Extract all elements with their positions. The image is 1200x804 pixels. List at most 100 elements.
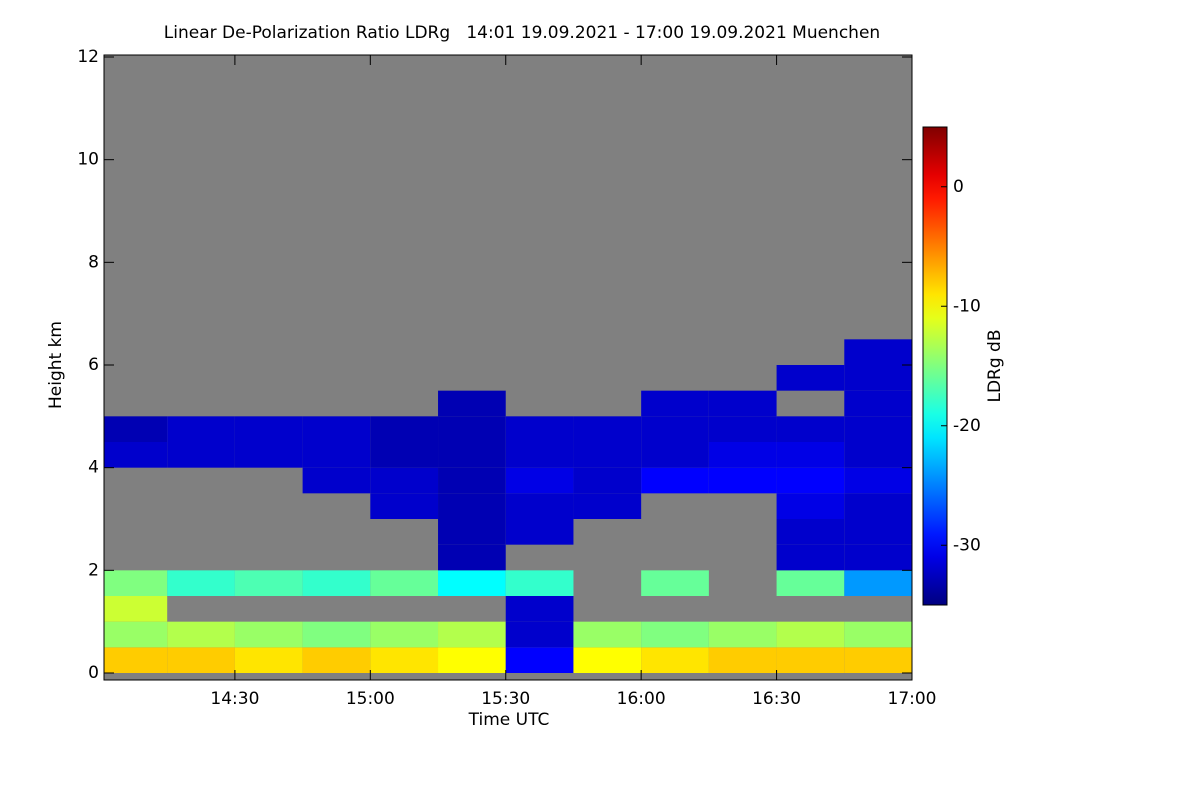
heatmap-cell	[438, 621, 506, 648]
heatmap-cell	[844, 647, 912, 673]
x-tick-label: 16:00	[617, 689, 666, 709]
heatmap-cell	[708, 621, 777, 648]
heatmap-cell	[573, 621, 642, 648]
heatmap-cell	[370, 493, 439, 519]
heatmap-cell	[167, 570, 235, 596]
y-axis-label: Height km	[46, 321, 66, 409]
colorbar-tick-label: -30	[953, 535, 981, 555]
heatmap-cell	[302, 442, 371, 468]
heatmap-cell	[776, 647, 845, 673]
heatmap-cell	[370, 570, 439, 596]
heatmap-cell	[302, 416, 371, 442]
heatmap-cell	[505, 596, 574, 622]
heatmap-cell	[438, 390, 506, 417]
heatmap-cell	[505, 647, 574, 673]
heatmap-cell	[844, 621, 912, 648]
heatmap-cell	[505, 442, 574, 468]
y-tick-label: 6	[88, 355, 99, 375]
heatmap-cell	[708, 390, 777, 417]
heatmap-cell	[844, 544, 912, 571]
heatmap-cell	[234, 416, 303, 442]
colorbar-tick-label: -20	[953, 416, 981, 436]
colorbar	[922, 126, 948, 606]
y-tick-label: 0	[88, 663, 99, 683]
heatmap-cell	[438, 647, 506, 673]
heatmap-cell	[104, 442, 168, 468]
heatmap-cell	[438, 493, 506, 519]
heatmap-cell	[438, 416, 506, 442]
heatmap-cell	[167, 621, 235, 648]
colorbar-label: LDRg dB	[985, 329, 1005, 402]
heatmap-cell	[573, 416, 642, 442]
x-tick-label: 16:30	[752, 689, 801, 709]
heatmap-cell	[438, 467, 506, 494]
heatmap-cell	[104, 570, 168, 596]
heatmap-cell	[505, 570, 574, 596]
y-tick-label: 4	[88, 458, 99, 478]
heatmap-cell	[641, 570, 709, 596]
heatmap-cell	[438, 519, 506, 545]
heatmap-cell	[708, 467, 777, 494]
heatmap-cell	[104, 647, 168, 673]
heatmap-cell	[776, 570, 845, 596]
heatmap-cell	[302, 647, 371, 673]
heatmap-cell	[104, 621, 168, 648]
heatmap-cell	[776, 365, 845, 391]
heatmap-cell	[844, 390, 912, 417]
heatmap-cell	[844, 339, 912, 365]
heatmap-cell	[776, 621, 845, 648]
plot-frame	[103, 54, 913, 681]
heatmap-cell	[302, 621, 371, 648]
heatmap-cell	[370, 647, 439, 673]
heatmap-cell	[708, 416, 777, 442]
heatmap-cell	[370, 442, 439, 468]
chart-title: Linear De-Polarization Ratio LDRg 14:01 …	[164, 23, 880, 43]
heatmap-cell	[234, 570, 303, 596]
heatmap-cell	[505, 467, 574, 494]
heatmap-cell	[776, 544, 845, 571]
heatmap-cell	[505, 416, 574, 442]
heatmap-cell	[104, 596, 168, 622]
heatmap-cell	[573, 647, 642, 673]
heatmap-cell	[641, 621, 709, 648]
heatmap-cell	[708, 647, 777, 673]
heatmap-cell	[438, 570, 506, 596]
heatmap-cell	[573, 467, 642, 494]
heatmap-cell	[776, 442, 845, 468]
heatmap-cell	[641, 442, 709, 468]
heatmap-cell	[505, 493, 574, 519]
heatmap-cell	[641, 647, 709, 673]
heatmap-cell	[505, 519, 574, 545]
heatmap-cell	[708, 442, 777, 468]
y-tick-label: 8	[88, 252, 99, 272]
colorbar-tick-label: 0	[953, 177, 964, 197]
y-tick-label: 10	[77, 150, 99, 170]
colorbar-tick-label: -10	[953, 296, 981, 316]
heatmap-cell	[573, 493, 642, 519]
y-tick-label: 12	[77, 47, 99, 67]
heatmap-cell	[641, 467, 709, 494]
heatmap-cell	[844, 416, 912, 442]
x-tick-label: 14:30	[210, 689, 259, 709]
heatmap-cell	[302, 467, 371, 494]
heatmap-cell	[641, 390, 709, 417]
x-tick-label: 17:00	[888, 689, 937, 709]
heatmap-cell	[370, 467, 439, 494]
heatmap-cell	[505, 621, 574, 648]
x-tick-label: 15:30	[481, 689, 530, 709]
heatmap-cell	[844, 570, 912, 596]
heatmap-cell	[844, 519, 912, 545]
heatmap-cell	[167, 647, 235, 673]
heatmap-cell	[844, 493, 912, 519]
heatmap-cell	[370, 621, 439, 648]
heatmap-cell	[776, 519, 845, 545]
heatmap-cell	[104, 416, 168, 442]
heatmap-cell	[844, 467, 912, 494]
heatmap-cell	[370, 416, 439, 442]
heatmap-cell	[234, 647, 303, 673]
heatmap-cell	[302, 570, 371, 596]
heatmap-cell	[776, 467, 845, 494]
y-tick-label: 2	[88, 560, 99, 580]
heatmap-cell	[234, 442, 303, 468]
